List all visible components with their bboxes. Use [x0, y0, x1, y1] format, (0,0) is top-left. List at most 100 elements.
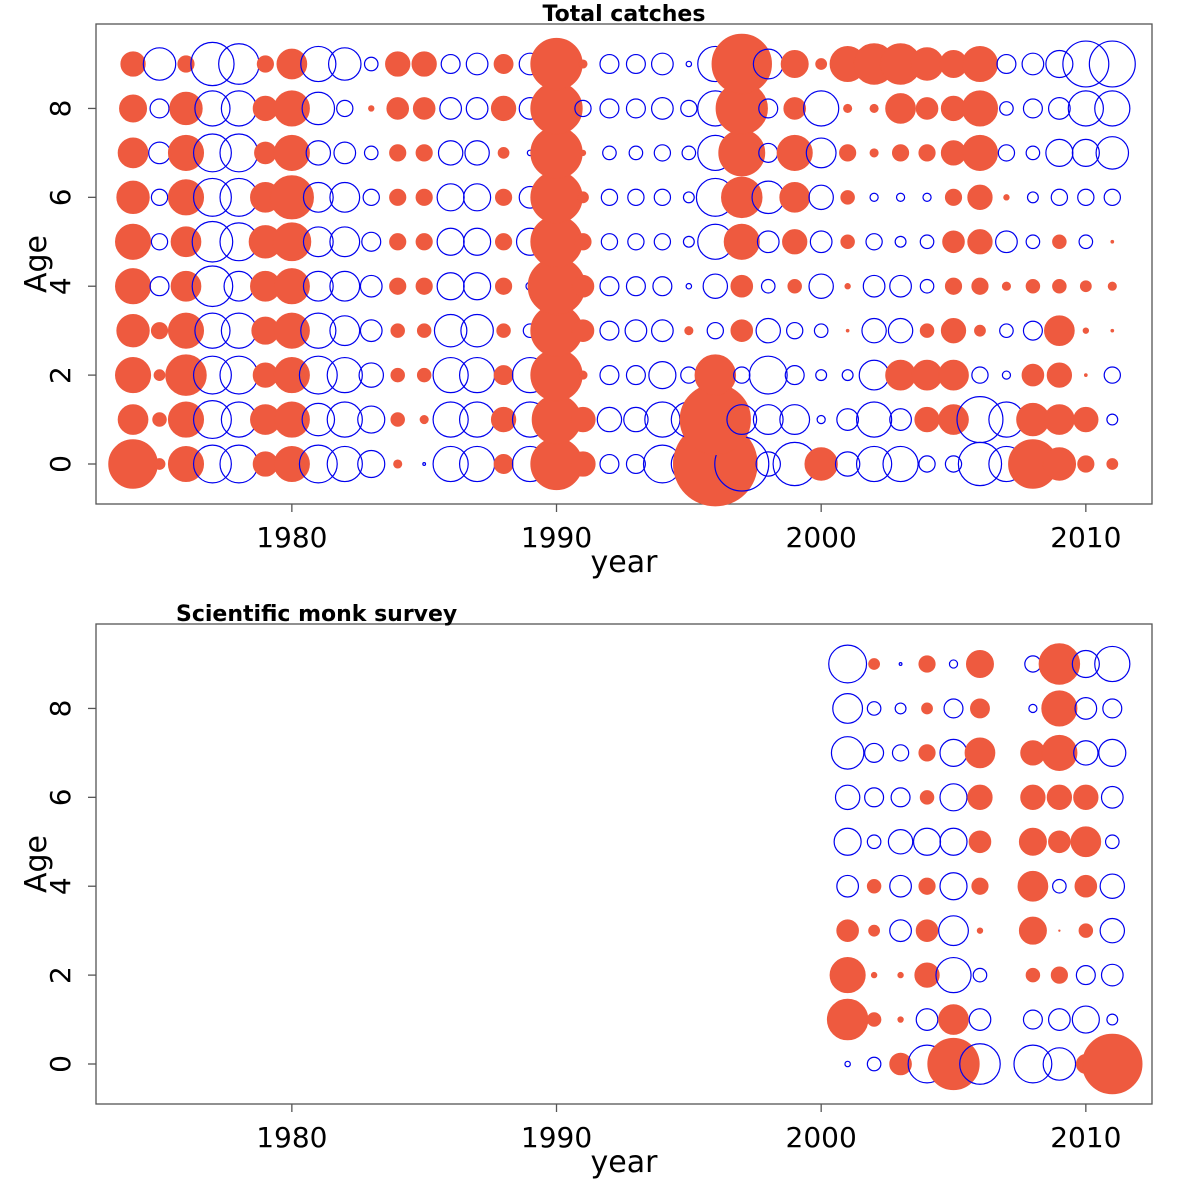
bubble-positive — [493, 54, 514, 74]
bubble-positive — [721, 176, 763, 219]
bubble-negative — [623, 406, 649, 433]
bubble-negative — [599, 276, 620, 297]
bubble-negative — [1071, 1005, 1100, 1034]
bubble-negative — [1028, 703, 1038, 714]
bubble-negative — [681, 145, 697, 161]
bubble-positive — [116, 313, 150, 348]
bubble-negative — [959, 1043, 1001, 1085]
plot-frame-bottom — [95, 623, 1153, 1105]
bubble-negative — [680, 366, 698, 384]
bubble-positive — [530, 37, 583, 91]
bubble-negative — [809, 230, 833, 254]
bubble-positive — [839, 144, 857, 162]
y-tick-label: 2 — [44, 966, 77, 984]
bubble-positive — [1025, 967, 1041, 983]
bubble-negative — [864, 742, 885, 763]
bubble-negative — [706, 321, 725, 340]
bubble-positive — [870, 971, 878, 979]
bubble-negative — [624, 319, 648, 343]
bubble-negative — [1098, 738, 1127, 767]
bubble-positive — [974, 324, 986, 337]
bubble-positive — [493, 365, 514, 386]
bubble-negative — [939, 872, 968, 901]
bubble-negative — [1099, 873, 1126, 899]
bubble-positive — [914, 962, 940, 988]
bubble-negative — [866, 701, 882, 716]
bubble-negative — [439, 97, 463, 120]
bubble-negative — [1021, 52, 1045, 76]
bubble-negative — [866, 1056, 882, 1072]
bubble-negative — [194, 312, 231, 349]
bubble-negative — [359, 319, 383, 343]
bubble-positive — [914, 406, 940, 433]
bubble-negative — [600, 233, 619, 251]
bubble-positive — [840, 234, 855, 250]
bubble-negative — [329, 181, 361, 213]
bubble-positive — [1020, 784, 1046, 810]
bubble-negative — [834, 451, 861, 477]
bubble-positive — [1082, 327, 1090, 334]
bubble-negative — [915, 1008, 939, 1031]
bubble-positive — [804, 447, 838, 481]
bubble-positive — [718, 129, 766, 177]
bubble-negative — [1047, 1008, 1071, 1031]
bubble-positive — [944, 188, 963, 206]
bubble-positive — [1041, 734, 1078, 771]
bubble-positive — [273, 357, 310, 394]
bubble-negative — [1042, 1047, 1077, 1081]
bubble-negative — [625, 53, 646, 75]
bubble-negative — [362, 188, 380, 207]
bubble-negative — [855, 401, 893, 438]
bubble-negative — [653, 188, 672, 207]
bubble-positive — [1079, 280, 1092, 293]
bubble-negative — [465, 52, 489, 76]
bubble-negative — [836, 874, 860, 898]
bubble-negative — [149, 98, 170, 119]
x-tick-label: 1990 — [521, 521, 592, 554]
bubble-negative — [1103, 366, 1122, 384]
bubble-negative — [650, 97, 674, 120]
bubble-negative — [302, 226, 334, 258]
bubble-positive — [1017, 870, 1049, 902]
bubble-negative — [813, 323, 829, 339]
bubble-positive — [177, 55, 195, 73]
bubble-negative — [1102, 698, 1123, 719]
chart-title-top: Total catches — [543, 2, 706, 27]
bubble-negative — [894, 235, 907, 248]
bubble-negative — [602, 145, 617, 161]
bubble-positive — [782, 229, 808, 255]
bubble-positive — [1042, 447, 1077, 481]
bubble-negative — [440, 53, 461, 75]
bubble-negative — [726, 404, 758, 436]
bubble-positive — [269, 175, 314, 220]
bubble-negative — [465, 97, 489, 120]
bubble-negative — [834, 784, 861, 811]
bubble-positive — [1058, 929, 1061, 932]
bubble-positive — [167, 134, 205, 171]
bubble-positive — [570, 406, 596, 433]
bubble-positive — [836, 919, 859, 942]
bubble-negative — [652, 276, 673, 297]
bubble-positive — [938, 1004, 969, 1035]
bubble-negative — [971, 366, 989, 384]
bubble-negative — [999, 323, 1014, 339]
bubble-positive — [918, 144, 936, 162]
bubble-positive — [684, 326, 694, 336]
bubble-negative — [944, 455, 963, 473]
bubble-positive — [1018, 827, 1047, 856]
y-tick-label: 8 — [44, 100, 77, 118]
bubble-positive — [1046, 362, 1073, 388]
bubble-positive — [386, 97, 410, 120]
bubble-positive — [115, 223, 152, 260]
bubble-positive — [968, 830, 992, 854]
bubble-negative — [841, 369, 854, 382]
bubble-negative — [891, 744, 910, 762]
bubble-positive — [150, 322, 169, 340]
bubble-negative — [861, 317, 887, 344]
bubble-negative — [460, 313, 494, 348]
bubble-positive — [390, 323, 405, 338]
bubble-positive — [494, 233, 513, 251]
bubble-positive — [868, 658, 881, 670]
bubble-positive — [273, 268, 310, 305]
